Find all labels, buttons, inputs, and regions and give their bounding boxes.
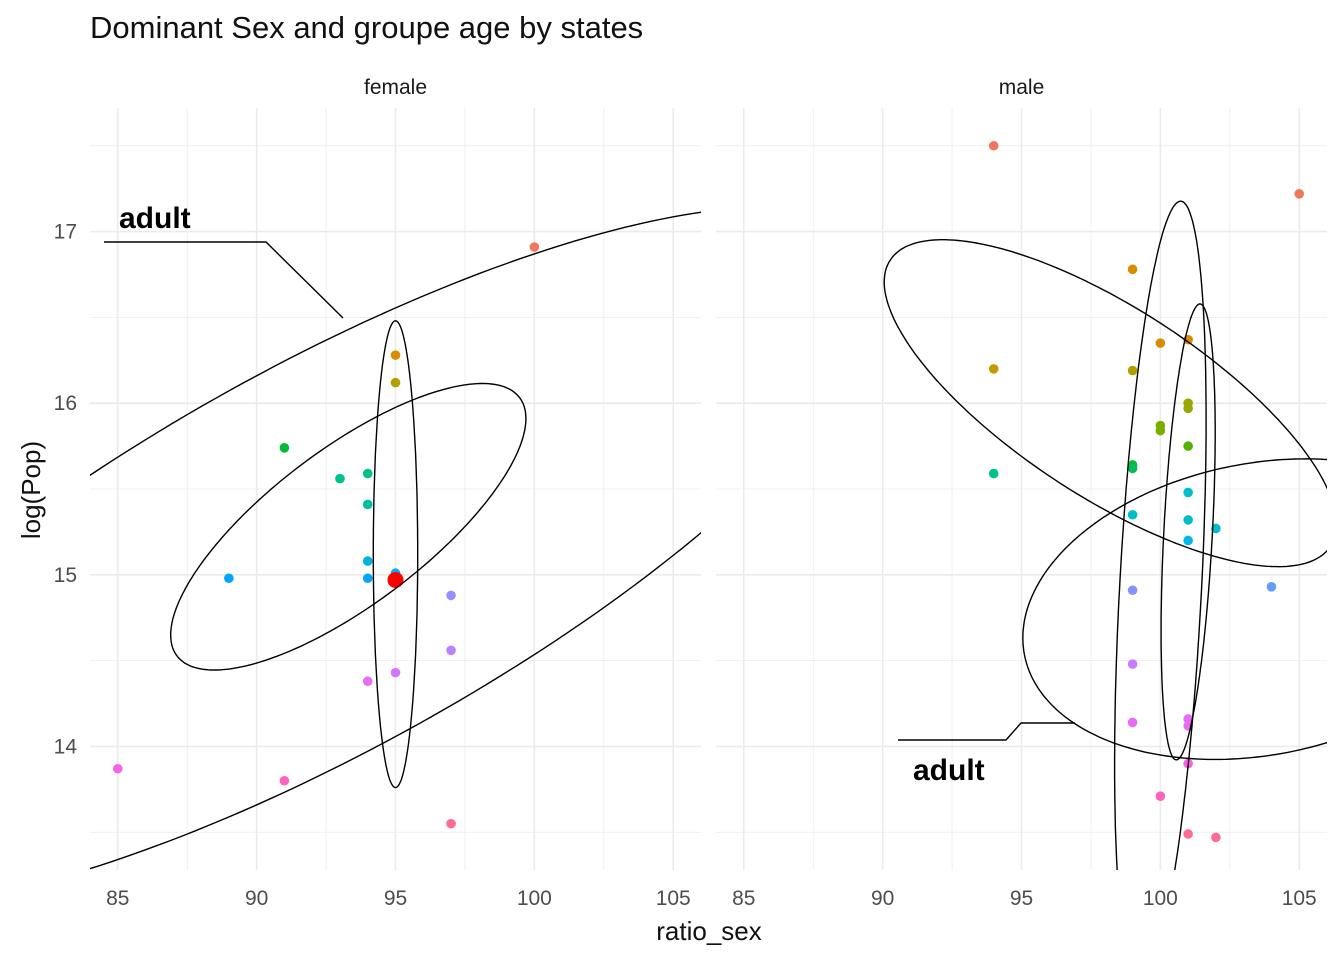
x-tick-label: 105	[656, 887, 691, 910]
data-point	[362, 573, 373, 584]
data-point	[390, 350, 401, 360]
data-points	[988, 140, 1305, 843]
data-point	[1211, 832, 1221, 843]
data-point	[1183, 403, 1193, 414]
data-point	[1266, 582, 1277, 592]
facet-panel-male: male 85 90 95 100 105 adult	[716, 76, 1327, 910]
data-point	[1127, 585, 1138, 596]
y-tick-label: 16	[54, 392, 77, 415]
y-tick-label: 17	[54, 221, 77, 244]
data-point	[362, 556, 373, 566]
data-point	[1211, 523, 1221, 534]
x-axis-title: ratio_sex	[656, 916, 762, 946]
x-tick-label: 105	[1282, 887, 1317, 910]
annotation-label: adult	[913, 754, 985, 787]
chart-title: Dominant Sex and groupe age by states	[90, 10, 644, 45]
confidence-ellipse	[1113, 200, 1207, 870]
highlight-point	[387, 571, 404, 588]
data-point	[446, 590, 456, 601]
data-point	[335, 473, 345, 484]
data-point	[224, 573, 234, 584]
y-axis-title: log(Pop)	[16, 441, 46, 539]
data-point	[1127, 717, 1138, 728]
data-point	[1183, 714, 1193, 724]
x-tick-label: 100	[517, 887, 552, 910]
x-tick-label: 90	[871, 887, 894, 910]
confidence-ellipse	[1160, 303, 1216, 761]
facet-label-male: male	[999, 76, 1045, 99]
data-point	[1183, 487, 1193, 498]
data-point	[1183, 515, 1193, 525]
data-point	[1127, 509, 1138, 520]
x-tick-label: 85	[732, 887, 755, 910]
data-point	[279, 775, 290, 786]
data-point	[446, 818, 456, 829]
data-point	[988, 140, 999, 151]
data-point	[1155, 338, 1166, 348]
facet-label-female: female	[364, 76, 427, 99]
confidence-ellipse	[883, 239, 1327, 568]
ellipse-layer	[90, 211, 701, 870]
data-point	[1127, 365, 1138, 376]
data-point	[1183, 535, 1193, 546]
y-tick-label: 14	[54, 735, 78, 758]
data-point	[1183, 441, 1193, 451]
confidence-ellipse	[372, 320, 419, 789]
data-point	[1127, 659, 1138, 669]
x-tick-label: 95	[384, 887, 407, 910]
x-tick-label: 85	[106, 887, 129, 910]
y-tick-label: 15	[54, 564, 77, 587]
data-point	[1294, 189, 1305, 199]
data-point	[446, 645, 456, 656]
data-point	[279, 443, 290, 453]
data-point	[529, 242, 540, 252]
data-points	[112, 242, 540, 829]
confidence-ellipse	[90, 211, 701, 870]
data-point	[1127, 463, 1138, 474]
annotation-label: adult	[119, 202, 191, 235]
annotation-leader	[898, 722, 1075, 741]
grid-lines	[90, 108, 701, 870]
x-tick-label: 95	[1010, 887, 1033, 910]
data-point	[362, 676, 373, 687]
x-tick-label: 90	[245, 887, 268, 910]
data-point	[1127, 264, 1138, 275]
data-point	[1155, 791, 1166, 802]
data-point	[390, 667, 401, 678]
confidence-ellipse	[170, 382, 527, 671]
data-point	[1183, 829, 1193, 839]
confidence-ellipse	[1022, 458, 1327, 761]
data-point	[1155, 425, 1166, 436]
data-point	[390, 377, 401, 388]
x-tick-label: 100	[1143, 887, 1178, 910]
annotation-leader	[104, 241, 344, 319]
data-point	[362, 499, 373, 510]
data-point	[988, 468, 999, 479]
ellipse-layer	[883, 200, 1327, 870]
facet-panel-female: female 85 90 95 100 105 14 15 16 17 adult	[54, 76, 701, 910]
data-point	[988, 364, 999, 374]
grid-lines	[716, 108, 1327, 870]
panels-layer: female 85 90 95 100 105 14 15 16 17 adult male 85 90 9…	[54, 76, 1327, 910]
data-point	[362, 468, 373, 479]
data-point	[112, 763, 123, 774]
